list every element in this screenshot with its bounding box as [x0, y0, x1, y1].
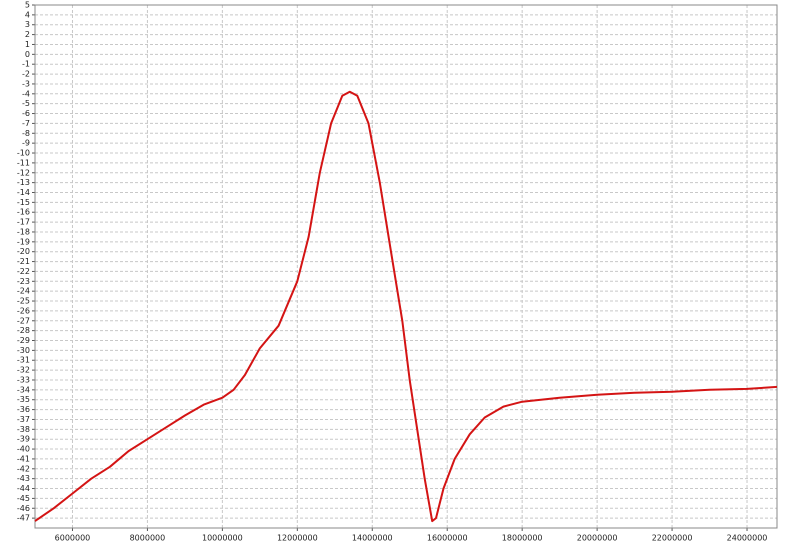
y-tick-label: -22 — [17, 267, 30, 276]
y-tick-label: -46 — [17, 504, 30, 513]
y-tick-label: -24 — [17, 287, 30, 296]
y-tick-label: -19 — [17, 237, 30, 246]
y-tick-label: -44 — [17, 484, 30, 493]
y-tick-label: -4 — [22, 89, 30, 98]
y-tick-label: -12 — [17, 168, 30, 177]
x-tick-label: 10000000 — [202, 534, 243, 543]
y-tick-label: -10 — [17, 149, 30, 158]
y-tick-label: -38 — [17, 425, 30, 434]
y-tick-label: 0 — [25, 50, 30, 59]
y-tick-label: -11 — [17, 158, 30, 167]
y-tick-label: 1 — [25, 40, 30, 49]
y-tick-label: 5 — [25, 1, 30, 10]
y-tick-label: -39 — [17, 435, 30, 444]
y-tick-label: 2 — [25, 30, 30, 39]
y-tick-label: -6 — [22, 109, 30, 118]
y-tick-label: -13 — [17, 178, 30, 187]
x-tick-label: 14000000 — [352, 534, 393, 543]
y-tick-label: -21 — [17, 257, 30, 266]
y-tick-label: -32 — [17, 366, 30, 375]
y-tick-label: -42 — [17, 464, 30, 473]
y-tick-label: -37 — [17, 415, 30, 424]
y-tick-label: -27 — [17, 316, 30, 325]
y-tick-label: -40 — [17, 445, 30, 454]
y-tick-label: -9 — [22, 139, 30, 148]
y-tick-label: -31 — [17, 356, 30, 365]
y-tick-label: -5 — [22, 99, 30, 108]
y-tick-label: -47 — [17, 514, 30, 523]
y-tick-label: -45 — [17, 494, 30, 503]
x-tick-label: 12000000 — [277, 534, 318, 543]
y-tick-label: 3 — [25, 20, 30, 29]
y-tick-label: -1 — [22, 60, 30, 69]
y-tick-label: -20 — [17, 247, 30, 256]
y-tick-label: -15 — [17, 198, 30, 207]
y-tick-label: -36 — [17, 405, 30, 414]
y-tick-label: -29 — [17, 336, 30, 345]
y-tick-label: -3 — [22, 79, 30, 88]
y-tick-label: -14 — [17, 188, 30, 197]
x-tick-label: 22000000 — [652, 534, 693, 543]
y-tick-label: -28 — [17, 326, 30, 335]
y-tick-label: -25 — [17, 297, 30, 306]
y-tick-label: -30 — [17, 346, 30, 355]
y-tick-label: -23 — [17, 277, 30, 286]
x-tick-label: 16000000 — [427, 534, 468, 543]
y-tick-label: -33 — [17, 375, 30, 384]
y-tick-label: -41 — [17, 454, 30, 463]
y-tick-label: -43 — [17, 474, 30, 483]
x-tick-label: 24000000 — [727, 534, 768, 543]
y-tick-label: -17 — [17, 218, 30, 227]
x-tick-label: 8000000 — [130, 534, 166, 543]
y-tick-label: -26 — [17, 306, 30, 315]
y-tick-label: -34 — [17, 385, 30, 394]
y-tick-label: -18 — [17, 227, 30, 236]
data-line — [34, 90, 778, 523]
y-tick-label: -8 — [22, 129, 30, 138]
x-tick-label: 6000000 — [55, 534, 91, 543]
plot-frame — [34, 4, 778, 529]
y-tick-label: 4 — [25, 10, 30, 19]
y-tick-label: -7 — [22, 119, 30, 128]
y-tick-label: -16 — [17, 208, 30, 217]
y-tick-label: -2 — [22, 70, 30, 79]
x-tick-label: 18000000 — [502, 534, 543, 543]
x-tick-label: 20000000 — [577, 534, 618, 543]
y-tick-label: -35 — [17, 395, 30, 404]
